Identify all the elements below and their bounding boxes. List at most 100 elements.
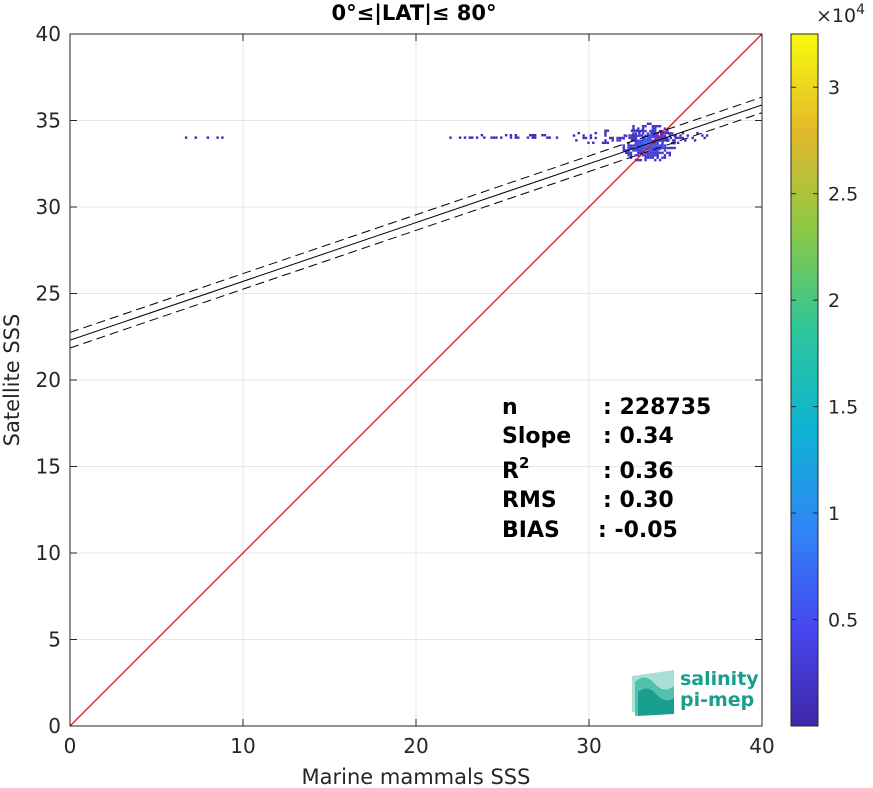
density-cell	[471, 136, 474, 139]
density-cell	[658, 151, 662, 155]
density-cell	[644, 140, 647, 143]
density-cell	[651, 127, 655, 130]
density-cell	[651, 151, 655, 155]
y-tick-label: 15	[36, 455, 61, 479]
reference-lines	[70, 34, 762, 726]
density-cell	[644, 147, 647, 151]
density-cell	[671, 132, 674, 135]
regression-line	[70, 104, 762, 341]
density-cell	[646, 140, 650, 143]
y-axis-label: Satellite SSS	[0, 314, 24, 447]
x-tick-label: 40	[749, 734, 774, 758]
density-cell	[649, 146, 652, 150]
density-cell	[480, 133, 484, 137]
density-cell	[658, 139, 662, 142]
density-cell	[663, 134, 667, 138]
density-cell	[637, 142, 640, 146]
y-tick-label: 35	[36, 109, 61, 133]
density-cell	[624, 151, 628, 155]
density-cell	[651, 142, 655, 146]
stat-label: BIAS	[502, 518, 560, 543]
density-cell	[604, 139, 607, 142]
density-cell	[641, 124, 645, 128]
density-cell	[691, 136, 694, 140]
density-cell	[676, 136, 680, 140]
density-cell	[667, 131, 670, 135]
density-cell	[627, 144, 630, 147]
density-cell	[606, 129, 610, 132]
stat-label: R2	[502, 454, 529, 484]
density-cell	[644, 138, 647, 141]
density-cell	[458, 136, 462, 139]
stat-value: : 0.36	[603, 459, 674, 484]
density-cell	[584, 136, 588, 140]
density-cell	[637, 146, 640, 150]
density-cell	[604, 141, 607, 145]
density-cell	[663, 154, 667, 157]
density-cell	[639, 142, 642, 146]
density-cell	[646, 138, 650, 141]
density-cell	[668, 132, 672, 135]
density-cell	[206, 136, 210, 139]
density-cell	[533, 133, 537, 137]
density-cell	[641, 154, 645, 157]
density-cell	[656, 132, 659, 135]
density-cell	[646, 133, 650, 136]
density-cell	[582, 134, 585, 137]
x-axis-label: Marine mammals SSS	[302, 765, 531, 788]
regression-upper-bound	[70, 96, 762, 333]
density-cell	[640, 134, 643, 137]
density-cell	[651, 147, 655, 151]
x-tick-label: 20	[403, 734, 428, 758]
density-cell	[646, 156, 650, 159]
density-cell	[623, 134, 627, 137]
density-cell	[658, 144, 662, 147]
chart-title: 0°≤|LAT|≤ 80°	[331, 1, 496, 26]
density-cell	[632, 149, 635, 152]
colorbar-exponent: ×104	[816, 2, 865, 27]
density-cell	[649, 151, 652, 155]
y-tick-label: 5	[48, 628, 61, 652]
density-cell	[679, 134, 682, 137]
density-cell	[656, 154, 659, 157]
y-tick-label: 30	[36, 195, 61, 219]
density-cell	[637, 151, 640, 155]
density-cell	[639, 146, 642, 150]
density-cell	[582, 136, 585, 140]
y-tick-label: 0	[48, 714, 61, 738]
density-cell	[627, 141, 630, 145]
density-cell	[651, 124, 655, 128]
density-cell	[514, 136, 518, 139]
density-cell	[654, 158, 657, 162]
density-cell	[639, 144, 642, 147]
y-axis: 0 5 10 15 20 25 30 35 40	[36, 22, 762, 738]
density-cell	[641, 140, 645, 143]
density-cell	[646, 151, 650, 155]
density-cell	[630, 136, 634, 140]
density-cell	[671, 146, 674, 150]
density-cell	[686, 134, 689, 137]
density-cell	[627, 154, 630, 157]
density-cell	[644, 154, 647, 157]
density-cell	[663, 149, 667, 152]
density-cell	[664, 131, 668, 135]
density-cell	[703, 136, 706, 140]
density-cell	[656, 142, 659, 146]
density-cell	[500, 136, 503, 139]
density-cell	[656, 156, 659, 159]
density-cell	[632, 124, 635, 128]
density-cell	[639, 151, 642, 155]
density-cell	[641, 145, 645, 148]
density-cell	[463, 136, 467, 139]
density-cell	[672, 139, 675, 142]
density-cell	[637, 149, 640, 152]
density-cell	[531, 136, 534, 139]
density-cell	[663, 144, 667, 147]
density-cell	[509, 136, 513, 139]
y-tick-label: 25	[36, 282, 61, 306]
density-cell	[649, 145, 652, 148]
density-cell	[656, 140, 659, 143]
density-cell	[651, 145, 655, 148]
density-cell	[661, 146, 664, 150]
